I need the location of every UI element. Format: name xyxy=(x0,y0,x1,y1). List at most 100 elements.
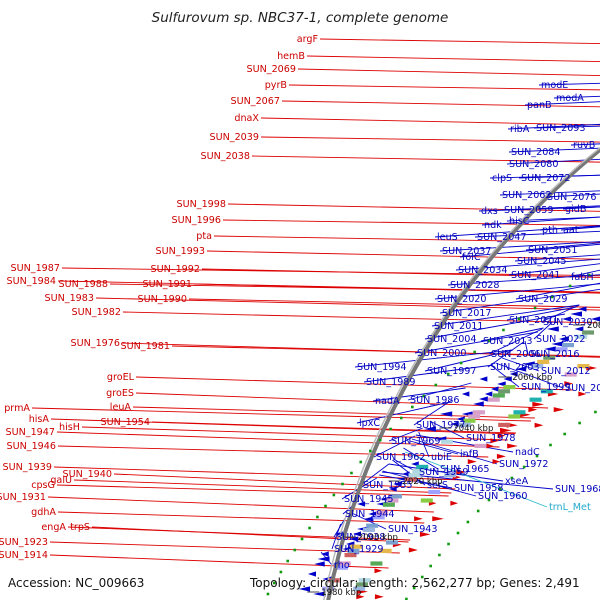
reverse-gene-label[interactable]: leuS xyxy=(437,232,458,243)
forward-gene-label[interactable]: SUN_1947 xyxy=(5,427,55,438)
forward-gene-label[interactable]: leuA xyxy=(110,402,132,413)
reverse-gene-label[interactable]: SUN_2041 xyxy=(511,270,561,281)
reverse-gene-label[interactable]: SUN_1929 xyxy=(334,544,384,555)
reverse-gene-label[interactable]: ribA xyxy=(510,124,530,135)
reverse-gene-label[interactable]: SUN_2051 xyxy=(528,245,578,256)
reverse-gene-label[interactable]: serS xyxy=(427,480,448,491)
reverse-gene-label[interactable]: SUN_2021 xyxy=(509,315,559,326)
forward-gene-label[interactable]: SUN_1982 xyxy=(71,307,121,318)
reverse-gene-label[interactable]: infB xyxy=(460,449,479,460)
forward-gene-label[interactable]: SUN_1984 xyxy=(6,276,56,287)
reverse-gene-label[interactable]: SUN_2006 xyxy=(491,349,541,360)
reverse-gene-label[interactable]: SUN_2034 xyxy=(458,265,508,276)
reverse-gene-label[interactable]: fabH xyxy=(571,272,594,283)
forward-gene-label[interactable]: trpS xyxy=(70,522,90,533)
reverse-gene-label[interactable]: SUN_2017 xyxy=(442,308,492,319)
reverse-gene-label[interactable]: SUN_2005 xyxy=(565,383,600,394)
forward-gene-label[interactable]: hisH xyxy=(59,422,80,433)
forward-gene-label[interactable]: SUN_2038 xyxy=(200,151,250,162)
reverse-gene-label[interactable]: SUN_1999 xyxy=(521,382,571,393)
forward-gene-label[interactable]: hemB xyxy=(277,51,305,62)
forward-gene-label[interactable]: SUN_1940 xyxy=(62,469,112,480)
reverse-gene-label[interactable]: SUN_1969 xyxy=(391,436,441,447)
forward-gene-label[interactable]: gdhA xyxy=(31,507,56,518)
forward-gene-label[interactable]: SUN_2039 xyxy=(209,132,259,143)
forward-gene-label[interactable]: SUN_1988 xyxy=(58,279,108,290)
forward-gene-label[interactable]: SUN_1990 xyxy=(137,294,187,305)
forward-gene-label[interactable]: SUN_1931 xyxy=(0,492,46,503)
forward-gene-label[interactable]: SUN_1996 xyxy=(171,215,221,226)
reverse-gene-label[interactable]: SUN_2011 xyxy=(434,321,484,332)
forward-gene-label[interactable]: SUN_1993 xyxy=(155,246,205,257)
reverse-gene-label[interactable]: SUN_1943 xyxy=(388,524,438,535)
reverse-gene-label[interactable]: SUN_2020 xyxy=(437,294,487,305)
reverse-gene-label[interactable]: xseA xyxy=(505,476,529,487)
reverse-gene-label[interactable]: SUN_2012 xyxy=(541,366,591,377)
forward-gene-label[interactable]: SUN_1923 xyxy=(0,537,48,548)
reverse-gene-label[interactable]: nadC xyxy=(515,447,540,458)
reverse-gene-label[interactable]: SUN_2029 xyxy=(518,294,568,305)
rna-gene-label[interactable]: trnL_Met xyxy=(549,502,591,513)
reverse-gene-label[interactable]: nadA xyxy=(375,396,400,407)
forward-gene-label[interactable]: SUN_2069 xyxy=(246,64,296,75)
reverse-gene-label[interactable]: SUN_1938 xyxy=(336,532,386,543)
reverse-gene-label[interactable]: lpxC xyxy=(359,418,380,429)
reverse-gene-label[interactable]: SUN_1986 xyxy=(410,395,460,406)
reverse-gene-label[interactable]: SUN_2059 xyxy=(504,205,554,216)
reverse-gene-label[interactable]: SUN_2047 xyxy=(477,232,527,243)
forward-gene-label[interactable]: SUN_2067 xyxy=(230,96,280,107)
reverse-gene-label[interactable]: SUN_1960 xyxy=(478,491,528,502)
reverse-gene-label[interactable]: SUN_2022 xyxy=(536,334,586,345)
forward-gene-label[interactable]: SUN_1976 xyxy=(70,338,120,349)
reverse-gene-label[interactable]: SUN_2072 xyxy=(521,173,571,184)
reverse-gene-label[interactable]: SUN_1994 xyxy=(357,362,407,373)
reverse-gene-label[interactable]: gidB xyxy=(565,204,586,215)
forward-gene-label[interactable]: dnaX xyxy=(234,113,259,124)
reverse-gene-label[interactable]: SUN_1945 xyxy=(344,494,394,505)
forward-gene-label[interactable]: groEL xyxy=(107,372,135,383)
reverse-gene-label[interactable]: SUN_1978 xyxy=(466,433,516,444)
forward-gene-label[interactable]: engA xyxy=(41,522,66,533)
reverse-gene-label[interactable]: SUN_2076 xyxy=(547,192,597,203)
forward-gene-label[interactable]: SUN_1987 xyxy=(10,263,60,274)
reverse-gene-label[interactable]: SUN_2037 xyxy=(442,246,492,257)
reverse-gene-label[interactable]: SUN_1944 xyxy=(345,509,395,520)
reverse-gene-label[interactable]: SUN_2045 xyxy=(517,256,567,267)
forward-gene-label[interactable]: SUN_1946 xyxy=(6,441,56,452)
reverse-gene-label[interactable]: SUN_2000 xyxy=(417,348,467,359)
reverse-gene-label[interactable]: SUN_2093 xyxy=(536,123,586,134)
reverse-gene-label[interactable]: SUN_1968 xyxy=(555,484,600,495)
reverse-gene-label[interactable]: SUN_1955 xyxy=(363,480,413,491)
reverse-gene-label[interactable]: aat xyxy=(563,225,579,236)
forward-gene-label[interactable]: prmA xyxy=(4,403,30,414)
reverse-gene-label[interactable]: ndk xyxy=(484,220,502,231)
reverse-gene-label[interactable]: SUN_2030 xyxy=(543,317,593,328)
reverse-gene-label[interactable]: hisC xyxy=(509,216,530,227)
forward-gene-label[interactable]: groES xyxy=(106,388,134,399)
reverse-gene-label[interactable]: modA xyxy=(556,93,584,104)
forward-gene-label[interactable]: hisA xyxy=(29,414,50,425)
reverse-gene-label[interactable]: SUN_2016 xyxy=(530,349,580,360)
forward-gene-label[interactable]: SUN_1991 xyxy=(142,279,192,290)
reverse-gene-label[interactable]: panB xyxy=(527,100,552,111)
reverse-gene-label[interactable]: dxs xyxy=(481,206,498,217)
reverse-gene-label[interactable]: SUN_2003 xyxy=(490,362,540,373)
reverse-gene-label[interactable]: SUN_2084 xyxy=(511,147,561,158)
reverse-gene-label[interactable]: ruvB xyxy=(573,140,595,151)
reverse-gene-label[interactable]: clpS xyxy=(492,173,512,184)
reverse-gene-label[interactable]: SUN_1962 xyxy=(376,452,426,463)
forward-gene-label[interactable]: galU xyxy=(50,475,72,486)
forward-gene-label[interactable]: SUN_1998 xyxy=(176,199,226,210)
reverse-gene-label[interactable]: SUN_1972 xyxy=(499,459,549,470)
reverse-gene-label[interactable]: SUN_1989 xyxy=(366,377,416,388)
reverse-gene-label[interactable]: modE xyxy=(541,80,568,91)
reverse-gene-label[interactable]: SUN_1965 xyxy=(440,464,490,475)
reverse-gene-label[interactable]: SUN_2028 xyxy=(450,280,500,291)
forward-gene-label[interactable]: pyrB xyxy=(265,80,287,91)
reverse-gene-label[interactable]: SUN_1958 xyxy=(454,483,504,494)
reverse-gene-label[interactable]: SUN_1997 xyxy=(427,366,477,377)
forward-gene-label[interactable]: SUN_1954 xyxy=(100,417,150,428)
reverse-gene-label[interactable]: SUN_1977 xyxy=(416,420,466,431)
reverse-gene-label[interactable]: folC xyxy=(462,252,481,263)
forward-gene-label[interactable]: SUN_1981 xyxy=(120,341,170,352)
